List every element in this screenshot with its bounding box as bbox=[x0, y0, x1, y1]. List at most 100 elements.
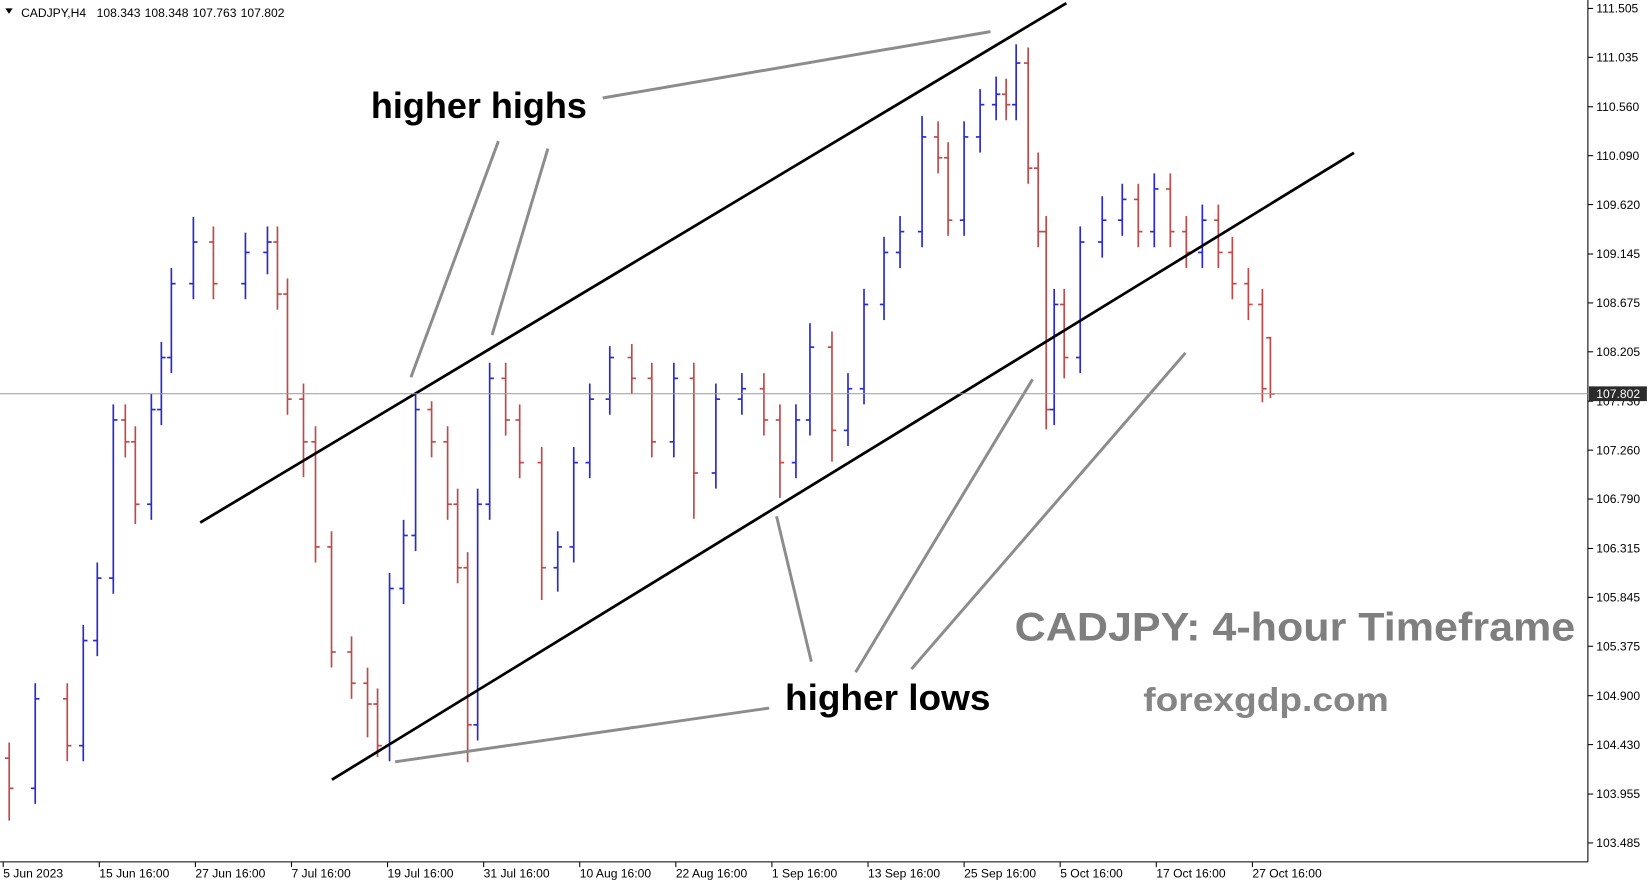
ohlc-bar bbox=[131, 426, 140, 525]
ohlc-bar bbox=[879, 236, 889, 321]
x-tick-label: 27 Jun 16:00 bbox=[195, 867, 265, 881]
ohlc-bar bbox=[791, 404, 801, 479]
ohlc-bar bbox=[463, 552, 472, 763]
pointer-line bbox=[409, 140, 500, 378]
ohlc-bar bbox=[453, 488, 462, 584]
ohlc-bar bbox=[1033, 152, 1043, 248]
upper-channel-line bbox=[199, 1, 1068, 524]
lower-channel-line bbox=[331, 151, 1355, 781]
ohlc-bar bbox=[827, 331, 837, 462]
y-tick-label: 108.675 bbox=[1596, 296, 1640, 310]
ohlc-bar bbox=[759, 373, 769, 436]
ohlc-bar bbox=[569, 447, 578, 563]
y-tick-label: 111.505 bbox=[1596, 2, 1638, 16]
y-tick-label: 111.035 bbox=[1596, 51, 1638, 65]
y-tick-label: 105.375 bbox=[1596, 639, 1640, 653]
x-tick-label: 5 Oct 16:00 bbox=[1060, 867, 1123, 881]
header-value: 107.763 bbox=[193, 6, 237, 20]
y-tick-label: 103.955 bbox=[1596, 787, 1640, 801]
y-tick-label: 104.900 bbox=[1596, 689, 1640, 703]
price-bars bbox=[4, 44, 1275, 821]
ohlc-bar bbox=[805, 323, 815, 436]
ohlc-bar bbox=[167, 268, 176, 374]
ohlc-bar bbox=[711, 383, 721, 489]
ohlc-bar bbox=[1098, 196, 1107, 258]
ohlc-bar bbox=[189, 217, 198, 300]
y-tick-label: 108.205 bbox=[1596, 345, 1640, 359]
y-tick-label: 109.620 bbox=[1596, 198, 1640, 212]
symbol: CADJPY,H4 bbox=[21, 6, 86, 20]
ohlc-bar bbox=[263, 226, 272, 275]
ohlc-bar bbox=[959, 121, 969, 236]
ohlc-bar bbox=[209, 226, 218, 300]
x-tick-label: 13 Sep 16:00 bbox=[868, 867, 940, 881]
ohlc-bar bbox=[273, 226, 282, 310]
ohlc-bar bbox=[553, 531, 562, 592]
x-tick-label: 17 Oct 16:00 bbox=[1156, 867, 1226, 881]
x-tick-label: 10 Aug 16:00 bbox=[580, 867, 652, 881]
ohlc-bar bbox=[647, 362, 657, 458]
ohlc-bar bbox=[917, 116, 927, 248]
pointer-line bbox=[602, 30, 991, 100]
x-tick-label: 25 Sep 16:00 bbox=[964, 867, 1036, 881]
ohlc-bar bbox=[689, 362, 699, 519]
y-tick-label: 104.430 bbox=[1596, 738, 1640, 752]
ohlc-bar bbox=[109, 404, 118, 594]
ohlc-bar bbox=[443, 426, 452, 520]
ohlc-bar bbox=[933, 121, 943, 174]
x-tick-label: 1 Sep 16:00 bbox=[772, 867, 838, 881]
ohlc-bar bbox=[669, 362, 679, 458]
x-tick-label: 5 Jun 2023 bbox=[3, 867, 63, 881]
x-tick-label: 27 Oct 16:00 bbox=[1252, 867, 1322, 881]
current-price-label: 107.802 bbox=[1596, 387, 1640, 401]
ohlc-bar bbox=[943, 142, 953, 236]
chart-title: CADJPY: 4-hour Timeframe bbox=[1015, 606, 1576, 650]
ohlc-bar bbox=[843, 373, 853, 446]
y-tick-label: 105.845 bbox=[1596, 591, 1640, 605]
y-tick-label: 110.090 bbox=[1596, 149, 1639, 163]
x-tick-label: 7 Jul 16:00 bbox=[291, 867, 351, 881]
ohlc-bar bbox=[93, 562, 102, 657]
ohlc-bar bbox=[1198, 204, 1207, 269]
ohlc-bar bbox=[1258, 288, 1267, 403]
ohlc-bar bbox=[241, 232, 250, 300]
ohlc-bar bbox=[427, 401, 436, 458]
x-tick-label: 22 Aug 16:00 bbox=[676, 867, 748, 881]
ohlc-bar bbox=[1166, 173, 1175, 248]
ohlc-bar bbox=[4, 742, 14, 821]
ohlc-bar bbox=[501, 362, 510, 436]
x-tick-label: 19 Jul 16:00 bbox=[388, 867, 454, 881]
pointer-line bbox=[775, 515, 813, 663]
annotation: higher highs bbox=[371, 86, 587, 126]
annotation-pointers bbox=[394, 30, 1187, 764]
y-tick-label: 107.260 bbox=[1596, 443, 1640, 457]
ohlc-bar bbox=[1134, 183, 1143, 248]
pointer-line bbox=[490, 148, 550, 336]
ohlc-bar bbox=[1049, 288, 1059, 426]
ohlc-bar bbox=[1118, 183, 1127, 236]
ohlc-bar bbox=[31, 683, 40, 804]
ohlc-bar bbox=[1059, 288, 1069, 379]
ohlc-bar bbox=[283, 278, 292, 415]
ohlc-bar bbox=[399, 519, 408, 605]
ohlc-bar bbox=[975, 89, 985, 153]
ohlc-bar bbox=[363, 667, 372, 738]
ohlc-bar bbox=[1075, 226, 1085, 374]
plot-area: higher highs higher lows CADJPY: 4-hour … bbox=[4, 1, 1576, 821]
ohlc-bar bbox=[1150, 173, 1159, 248]
chart-subtitle: forexgdp.com bbox=[1143, 681, 1389, 719]
x-tick-label: 31 Jul 16:00 bbox=[484, 867, 550, 881]
ohlc-bar bbox=[157, 341, 166, 426]
ohlc-bar bbox=[473, 488, 482, 741]
header-value: 108.348 bbox=[145, 6, 189, 20]
ohlc-bar bbox=[515, 404, 524, 479]
ohlc-bar bbox=[121, 404, 130, 458]
y-tick-label: 106.315 bbox=[1596, 542, 1640, 556]
menu-triangle bbox=[5, 8, 13, 14]
ohlc-bar bbox=[373, 688, 382, 758]
ohlc-bar bbox=[895, 216, 905, 269]
ohlc-bar bbox=[605, 346, 614, 415]
